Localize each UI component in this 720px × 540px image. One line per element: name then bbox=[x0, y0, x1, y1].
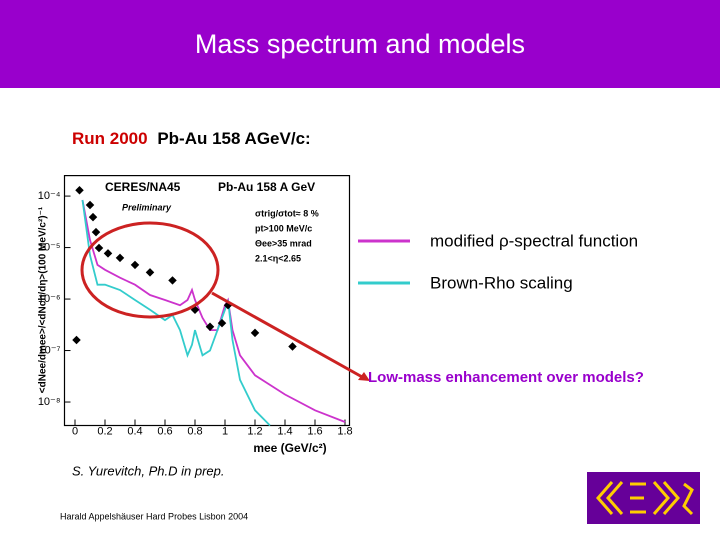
y-tick-label: 10⁻⁴ bbox=[38, 190, 61, 202]
data-point bbox=[85, 200, 95, 210]
slide-title: Mass spectrum and models bbox=[195, 29, 525, 59]
data-point bbox=[168, 276, 177, 285]
x-tick-label: 0 bbox=[72, 425, 78, 437]
data-point bbox=[145, 268, 155, 277]
legend-label: Brown-Rho scaling bbox=[430, 273, 573, 292]
plot-annotation: Θee>35 mrad bbox=[255, 238, 312, 248]
y-tick-label: 10⁻⁷ bbox=[38, 344, 60, 356]
x-axis-label: mee (GeV/c²) bbox=[253, 441, 326, 455]
credit: S. Yurevitch, Ph.D in prep. bbox=[72, 463, 224, 478]
y-tick-label: 10⁻⁵ bbox=[38, 241, 61, 253]
plot-annotation: 2.1<η<2.65 bbox=[255, 253, 301, 263]
x-tick-label: 0.4 bbox=[127, 425, 142, 437]
x-tick-label: 1.6 bbox=[307, 425, 322, 437]
data-point bbox=[94, 243, 104, 253]
data-point bbox=[250, 328, 260, 338]
plot-subtitle: Pb-Au 158 A GeV bbox=[218, 180, 315, 194]
model-curve bbox=[81, 199, 271, 427]
plot-annotation: pt>100 MeV/c bbox=[255, 223, 312, 233]
annotation-arrow bbox=[211, 291, 365, 380]
data-point bbox=[75, 185, 84, 195]
highlight-ellipse bbox=[80, 221, 220, 319]
model-curve bbox=[81, 199, 346, 423]
data-point bbox=[205, 322, 215, 331]
logo bbox=[587, 472, 700, 524]
data-point bbox=[103, 249, 113, 258]
plot-annotation: Preliminary bbox=[122, 202, 172, 212]
data-point bbox=[72, 335, 81, 345]
x-tick-label: 1.2 bbox=[247, 425, 262, 437]
plot-title: CERES/NA45 bbox=[105, 180, 181, 194]
x-tick-label: 1 bbox=[222, 425, 228, 437]
subtitle: Run 2000 Pb-Au 158 AGeV/c: bbox=[72, 129, 311, 148]
plot-annotation: σtrig/σtot≈ 8 % bbox=[255, 208, 319, 218]
arrow-head bbox=[358, 372, 370, 381]
x-tick-label: 1.4 bbox=[277, 425, 292, 437]
data-point bbox=[115, 253, 125, 263]
x-tick-label: 0.8 bbox=[187, 425, 202, 437]
data-point bbox=[88, 212, 98, 222]
legend-label: modified ρ-spectral function bbox=[430, 231, 638, 250]
data-point bbox=[91, 227, 101, 237]
subtitle-rest: Pb-Au 158 AGeV/c: bbox=[157, 129, 310, 148]
data-point bbox=[217, 318, 227, 328]
annotation: Low-mass enhancement over models? bbox=[368, 369, 644, 386]
y-tick-label: 10⁻⁸ bbox=[38, 396, 61, 408]
x-tick-label: 0.6 bbox=[157, 425, 172, 437]
plot-area bbox=[63, 175, 351, 427]
y-tick-label: 10⁻⁶ bbox=[38, 293, 61, 305]
logo-mark bbox=[596, 481, 694, 516]
data-point bbox=[288, 342, 297, 351]
plot: 10⁻⁴ 10⁻⁵ 10⁻⁶ 10⁻⁷ 10⁻⁸ 0 0.2 0.4 0.6 0.8 1 1.2 1.4… bbox=[38, 175, 353, 455]
x-tick-label: 1.8 bbox=[337, 425, 352, 437]
footer: Harald Appelshäuser Hard Probes Lisbon 2… bbox=[60, 511, 248, 521]
title-bar bbox=[0, 0, 720, 88]
y-axis-label: <dNee/dmee>/<dNch/dη>(100 MeV/c²)⁻¹ bbox=[38, 206, 49, 393]
data-point bbox=[130, 260, 140, 270]
x-tick-label: 0.2 bbox=[97, 425, 112, 437]
subtitle-highlight: Run 2000 bbox=[72, 129, 148, 148]
